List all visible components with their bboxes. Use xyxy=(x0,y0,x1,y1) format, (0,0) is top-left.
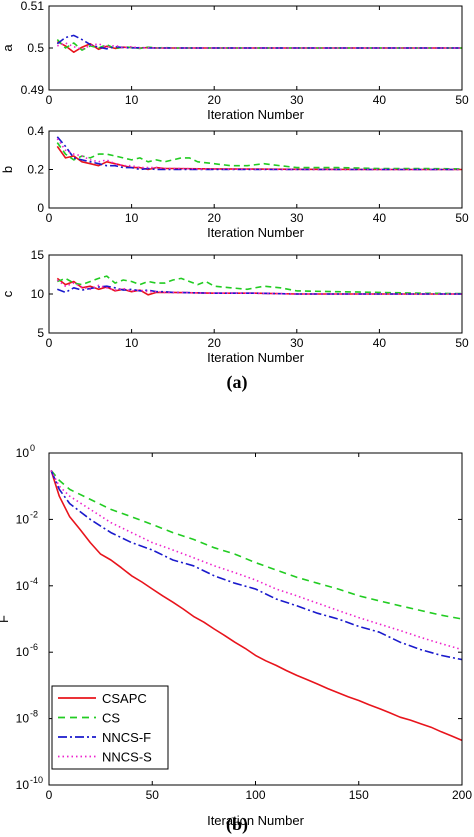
y-tick-exponent: -6 xyxy=(30,642,38,652)
chart-a: 0 10 20 30 40 50 0.49 0.5 0.51 Iteration Number a xyxy=(0,0,469,122)
x-tick-label: 30 xyxy=(290,211,304,225)
legend-label-csapc: CSAPC xyxy=(102,691,147,706)
x-tick-label: 40 xyxy=(373,336,387,350)
y-tick-label: 0.51 xyxy=(21,0,45,13)
series-line-nncs-s xyxy=(57,42,462,51)
series-line-nncs-f xyxy=(57,285,462,295)
x-axis-label: Iteration Number xyxy=(207,813,304,828)
x-tick-label: 50 xyxy=(455,93,469,107)
series-line-cs xyxy=(57,275,462,295)
y-tick-exponent: -8 xyxy=(30,709,38,719)
x-tick-label: 40 xyxy=(373,211,387,225)
x-tick-label: 50 xyxy=(455,336,469,350)
plot-frame xyxy=(48,130,463,209)
y-tick-label: 0 xyxy=(37,201,44,215)
y-axis-label: c xyxy=(0,290,15,297)
x-tick-label: 200 xyxy=(452,788,472,802)
x-tick-label: 150 xyxy=(349,788,369,802)
plot-frame xyxy=(48,5,463,91)
x-tick-label: 50 xyxy=(146,788,160,802)
chart-c: 0 10 20 30 40 50 5 10 15 Iteration Number c xyxy=(0,248,469,365)
y-tick-label: 15 xyxy=(31,248,45,262)
x-tick-label: 0 xyxy=(46,93,53,107)
x-tick-label: 40 xyxy=(373,93,387,107)
series-line-csapc xyxy=(50,470,462,742)
x-tick-label: 0 xyxy=(46,336,53,350)
y-tick-label: 10 xyxy=(16,645,30,659)
y-tick-label: 0.2 xyxy=(27,163,44,177)
legend-label-nncs-s: NNCS-S xyxy=(102,750,152,765)
x-tick-label: 100 xyxy=(245,788,265,802)
series-line-cs xyxy=(56,142,462,170)
plot-frame xyxy=(48,452,463,786)
plot-frame xyxy=(48,254,463,334)
y-tick-label: 10 xyxy=(16,778,30,792)
y-tick-label: 10 xyxy=(16,446,30,460)
y-axis-label: b xyxy=(0,166,15,173)
y-axis-label: a xyxy=(0,44,15,52)
y-axis-label: F xyxy=(0,615,11,623)
chart-b: 0 10 20 30 40 50 0 0.2 0.4 Iteration Number b xyxy=(0,124,469,240)
y-tick-exponent: -10 xyxy=(30,775,43,785)
y-tick-label: 10 xyxy=(16,712,30,726)
y-tick-exponent: -4 xyxy=(30,576,38,586)
legend-label-cs: CS xyxy=(102,711,120,726)
y-tick-label: 0.4 xyxy=(27,124,44,138)
y-tick-label: 0.49 xyxy=(21,83,45,97)
series-line-nncs-s xyxy=(50,470,462,651)
x-axis-label: Iteration Number xyxy=(207,225,304,240)
x-tick-label: 20 xyxy=(208,211,222,225)
x-tick-label: 10 xyxy=(125,93,139,107)
panel-label-b: (b) xyxy=(226,814,248,835)
x-tick-label: 30 xyxy=(290,336,304,350)
legend-label-nncs-f: NNCS-F xyxy=(102,730,151,745)
series-line-nncs-f xyxy=(50,470,462,661)
y-tick-label: 10 xyxy=(16,579,30,593)
x-tick-label: 30 xyxy=(290,93,304,107)
y-tick-exponent: -2 xyxy=(30,509,38,519)
y-tick-label: 0.5 xyxy=(27,41,44,55)
legend-box xyxy=(51,685,169,770)
x-tick-label: 0 xyxy=(46,211,53,225)
x-axis-label: Iteration Number xyxy=(207,107,304,122)
series-line-nncs-f xyxy=(56,136,462,171)
y-tick-exponent: 0 xyxy=(30,443,35,453)
y-tick-label: 5 xyxy=(37,326,44,340)
series-line-cs xyxy=(50,469,462,620)
y-tick-label: 10 xyxy=(16,512,30,526)
y-tick-label: 10 xyxy=(31,287,45,301)
x-tick-label: 50 xyxy=(455,211,469,225)
x-tick-label: 10 xyxy=(125,336,139,350)
panel-label-a: (a) xyxy=(227,372,248,393)
x-axis-label: Iteration Number xyxy=(207,350,304,365)
x-tick-label: 0 xyxy=(46,788,53,802)
x-tick-label: 20 xyxy=(208,336,222,350)
x-tick-label: 10 xyxy=(125,211,139,225)
x-tick-label: 20 xyxy=(208,93,222,107)
